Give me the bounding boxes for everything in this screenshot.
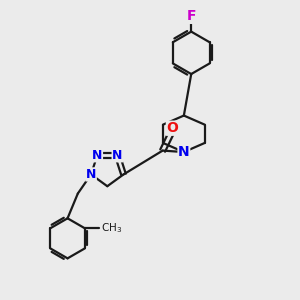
Text: CH$_3$: CH$_3$	[100, 221, 122, 235]
Text: F: F	[187, 9, 196, 23]
Text: N: N	[112, 149, 122, 162]
Text: O: O	[167, 121, 178, 135]
Text: N: N	[92, 149, 103, 162]
Text: N: N	[178, 145, 190, 159]
Text: N: N	[86, 168, 96, 181]
